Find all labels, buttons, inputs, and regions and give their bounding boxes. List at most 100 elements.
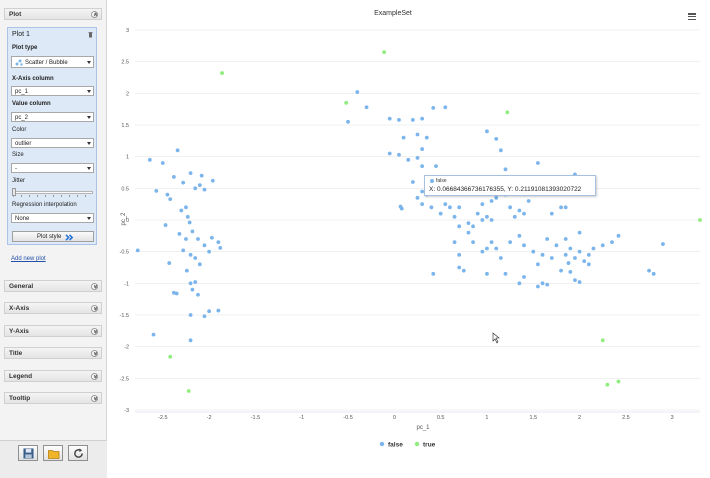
scatter-point-false[interactable] <box>429 205 434 210</box>
scatter-point-false[interactable] <box>387 151 392 156</box>
x-axis-column-select[interactable]: pc_1 <box>11 86 94 96</box>
scatter-point-false[interactable] <box>471 240 475 245</box>
scatter-point-false[interactable] <box>197 183 202 188</box>
scatter-point-false[interactable] <box>466 230 471 235</box>
scatter-point-false[interactable] <box>610 240 614 245</box>
scatter-point-false[interactable] <box>167 261 172 265</box>
scatter-point-false[interactable] <box>573 278 577 283</box>
refresh-button[interactable] <box>68 445 88 461</box>
scatter-point-true[interactable] <box>505 110 510 115</box>
scatter-point-false[interactable] <box>443 105 448 110</box>
scatter-point-false[interactable] <box>364 105 369 110</box>
add-new-plot-link[interactable]: Add new plot <box>11 256 46 262</box>
scatter-point-false[interactable] <box>563 252 568 257</box>
scatter-point-false[interactable] <box>494 195 499 200</box>
jitter-slider-track[interactable] <box>13 191 93 194</box>
scatter-point-false[interactable] <box>147 157 152 162</box>
scatter-point-false[interactable] <box>415 132 420 137</box>
scatter-point-false[interactable] <box>503 167 508 172</box>
scatter-point-false[interactable] <box>188 252 193 257</box>
scatter-point-false[interactable] <box>494 137 499 141</box>
scatter-point-false[interactable] <box>540 281 545 286</box>
scatter-point-false[interactable] <box>207 249 211 254</box>
scatter-point-false[interactable] <box>420 147 425 151</box>
chevron-down-icon[interactable] <box>91 327 98 335</box>
scatter-point-false[interactable] <box>586 262 591 267</box>
scatter-point-false[interactable] <box>549 211 554 216</box>
plot-type-select[interactable]: Scatter / Bubble <box>11 56 94 68</box>
scatter-point-false[interactable] <box>420 116 425 121</box>
scatter-point-false[interactable] <box>471 224 475 229</box>
scatter-point-false[interactable] <box>190 229 195 234</box>
scatter-point-false[interactable] <box>431 106 436 110</box>
scatter-point-false[interactable] <box>559 268 563 273</box>
scatter-point-false[interactable] <box>197 262 202 267</box>
scatter-point-false[interactable] <box>522 211 526 216</box>
scatter-point-false[interactable] <box>207 309 211 314</box>
scatter-point-false[interactable] <box>554 243 559 248</box>
scatter-point-false[interactable] <box>577 249 582 254</box>
scatter-point-false[interactable] <box>577 230 582 235</box>
scatter-point-false[interactable] <box>540 252 545 257</box>
scatter-point-false[interactable] <box>172 175 176 179</box>
scatter-point-false[interactable] <box>517 281 522 286</box>
scatter-point-false[interactable] <box>466 221 471 226</box>
regression-select[interactable]: None <box>11 213 94 223</box>
scatter-point-false[interactable] <box>457 224 462 229</box>
scatter-point-false[interactable] <box>179 208 184 213</box>
scatter-point-false[interactable] <box>651 271 656 276</box>
scatter-point-false[interactable] <box>563 205 568 210</box>
scatter-point-false[interactable] <box>420 202 425 207</box>
scatter-point-false[interactable] <box>647 268 651 273</box>
scatter-point-false[interactable] <box>448 205 452 210</box>
scatter-point-false[interactable] <box>616 233 621 238</box>
hamburger-menu-icon[interactable] <box>688 13 696 21</box>
scatter-point-false[interactable] <box>563 237 568 241</box>
scatter-point-false[interactable] <box>424 135 429 140</box>
scatter-point-false[interactable] <box>355 90 360 94</box>
scatter-point-false[interactable] <box>175 148 180 153</box>
scatter-point-false[interactable] <box>517 233 522 238</box>
scatter-point-false[interactable] <box>480 249 485 254</box>
plot-style-button[interactable]: Plot style <box>12 231 94 242</box>
scatter-point-false[interactable] <box>181 180 186 185</box>
open-button[interactable] <box>43 445 63 461</box>
scatter-point-false[interactable] <box>522 243 526 248</box>
scatter-point-false[interactable] <box>531 249 536 254</box>
scatter-point-false[interactable] <box>135 248 140 253</box>
scatter-point-false[interactable] <box>188 171 193 176</box>
scatter-point-false[interactable] <box>406 157 411 162</box>
scatter-point-true[interactable] <box>186 389 191 393</box>
scatter-point-false[interactable] <box>566 261 571 265</box>
chevron-down-icon[interactable] <box>91 282 98 290</box>
scatter-point-false[interactable] <box>489 240 494 245</box>
scatter-point-false[interactable] <box>485 214 489 219</box>
scatter-point-false[interactable] <box>457 252 462 257</box>
scatter-point-false[interactable] <box>415 156 420 160</box>
scatter-point-false[interactable] <box>174 291 179 296</box>
scatter-point-false[interactable] <box>410 118 415 122</box>
scatter-point-false[interactable] <box>184 237 188 241</box>
scatter-point-false[interactable] <box>184 268 189 273</box>
scatter-point-false[interactable] <box>202 314 207 319</box>
scatter-point-false[interactable] <box>346 119 350 124</box>
chevron-down-icon[interactable] <box>91 349 98 357</box>
scatter-point-false[interactable] <box>475 211 480 216</box>
scatter-point-false[interactable] <box>600 243 605 248</box>
scatter-point-false[interactable] <box>193 256 198 260</box>
scatter-point-false[interactable] <box>434 164 438 169</box>
scatter-point-true[interactable] <box>168 354 173 359</box>
scatter-point-false[interactable] <box>397 118 401 122</box>
scatter-point-false[interactable] <box>480 218 485 222</box>
scatter-point-false[interactable] <box>399 206 404 211</box>
scatter-point-false[interactable] <box>202 187 207 192</box>
legend-label-true[interactable]: true <box>423 442 436 449</box>
scatter-point-false[interactable] <box>498 256 503 260</box>
scatter-point-false[interactable] <box>549 256 554 260</box>
scatter-point-false[interactable] <box>163 223 168 227</box>
scatter-point-false[interactable] <box>661 242 665 246</box>
scatter-point-false[interactable] <box>387 116 392 121</box>
scatter-point-false[interactable] <box>415 195 420 200</box>
scatter-point-false[interactable] <box>508 240 513 245</box>
scatter-point-false[interactable] <box>522 275 526 279</box>
